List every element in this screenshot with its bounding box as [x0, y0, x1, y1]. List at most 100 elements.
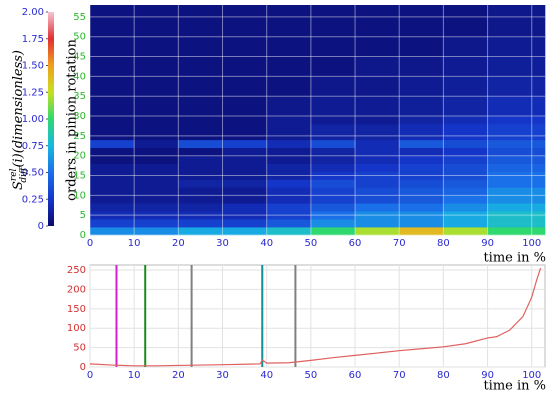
- x-tick-label: 0: [87, 238, 93, 249]
- heat-cell: [310, 123, 356, 133]
- heat-cell: [90, 123, 135, 133]
- heat-cell: [134, 219, 179, 228]
- y-tick-label: 30: [73, 111, 86, 122]
- heat-cell: [399, 131, 444, 141]
- heat-cell: [90, 163, 135, 172]
- x-tick-label: 60: [349, 370, 362, 381]
- heat-cell: [443, 147, 488, 156]
- heat-cell: [134, 179, 179, 188]
- heat-cell: [399, 116, 444, 125]
- heat-cell: [222, 219, 267, 228]
- heat-cell: [178, 211, 223, 220]
- y-tick-label: 55: [73, 12, 86, 23]
- heat-cell: [178, 203, 223, 212]
- heat-cell: [178, 227, 223, 236]
- colorbar: [48, 12, 54, 226]
- heat-cell: [134, 123, 179, 133]
- heat-cell: [399, 187, 444, 196]
- heat-cell: [443, 227, 488, 236]
- heat-cell: [310, 96, 356, 117]
- x-tick-label: 100: [522, 238, 541, 249]
- heat-cell: [90, 147, 135, 156]
- heat-cell: [266, 211, 312, 220]
- heat-cell: [90, 187, 135, 196]
- heat-cell: [399, 36, 444, 57]
- heat-cell: [310, 116, 356, 125]
- heat-cell: [310, 139, 356, 149]
- heat-cell: [178, 171, 223, 180]
- x-axis-label: time in %: [483, 251, 546, 266]
- heat-cell: [134, 187, 179, 196]
- colorbar-tick-label: 0.25: [22, 194, 44, 205]
- heat-cell: [222, 179, 267, 188]
- heat-cell: [443, 36, 488, 57]
- heat-cell: [310, 187, 356, 196]
- heat-cell: [310, 5, 356, 38]
- heat-cell: [355, 116, 400, 125]
- heat-cell: [178, 36, 223, 57]
- heat-cell: [399, 203, 444, 212]
- heat-cell: [178, 131, 223, 141]
- x-tick-label: 0: [87, 370, 93, 381]
- heat-cell: [266, 131, 312, 141]
- heat-cell: [134, 116, 179, 125]
- heat-cell: [178, 116, 223, 125]
- heat-cell: [266, 195, 312, 204]
- heat-cell: [487, 96, 546, 117]
- heat-cell: [310, 36, 356, 57]
- heat-cell: [443, 123, 488, 133]
- heat-cell: [310, 131, 356, 141]
- heat-cell: [90, 219, 135, 228]
- heat-cell: [222, 36, 267, 57]
- x-tick-label: 50: [305, 238, 318, 249]
- heat-cell: [443, 5, 488, 38]
- x-tick-label: 70: [393, 370, 406, 381]
- colorbar-tick-label: 0.75: [22, 141, 44, 152]
- heat-cell: [487, 36, 546, 57]
- heat-cell: [222, 227, 267, 236]
- heat-cell: [399, 139, 444, 149]
- colorbar-label-symbol: S: [11, 181, 26, 190]
- heat-cell: [310, 179, 356, 188]
- heat-cell: [222, 139, 267, 149]
- heat-cell: [90, 76, 135, 97]
- heat-cell: [487, 116, 546, 125]
- heat-cell: [266, 187, 312, 196]
- heat-cell: [178, 187, 223, 196]
- heat-cell: [399, 5, 444, 38]
- heat-cell: [134, 131, 179, 141]
- heat-cell: [222, 96, 267, 117]
- heat-cell: [266, 96, 312, 117]
- heat-cell: [266, 219, 312, 228]
- heat-cell: [355, 163, 400, 172]
- heat-cell: [266, 76, 312, 97]
- heat-cell: [443, 219, 488, 228]
- colorbar-tick-label: 1.00: [22, 114, 44, 125]
- heat-cell: [90, 116, 135, 125]
- heat-cell: [443, 187, 488, 196]
- heat-cell: [399, 219, 444, 228]
- heat-cell: [487, 187, 546, 196]
- heat-cell: [487, 76, 546, 97]
- heat-cell: [399, 155, 444, 164]
- heat-cell: [399, 56, 444, 77]
- heat-cell: [399, 147, 444, 156]
- heat-cell: [266, 203, 312, 212]
- heat-cell: [399, 211, 444, 220]
- heat-cell: [443, 116, 488, 125]
- heat-cell: [222, 203, 267, 212]
- heat-cell: [222, 195, 267, 204]
- x-tick-label: 70: [393, 238, 406, 249]
- heat-cell: [355, 179, 400, 188]
- y-tick-label: 250: [67, 265, 86, 276]
- y-tick-label: 150: [67, 304, 86, 315]
- heat-cell: [355, 56, 400, 77]
- x-tick-label: 60: [349, 238, 362, 249]
- x-tick-label: 20: [172, 370, 185, 381]
- heat-cell: [487, 171, 546, 180]
- x-axis-label: time in %: [483, 379, 546, 394]
- heat-cell: [222, 171, 267, 180]
- heat-cell: [178, 76, 223, 97]
- heat-cell: [222, 163, 267, 172]
